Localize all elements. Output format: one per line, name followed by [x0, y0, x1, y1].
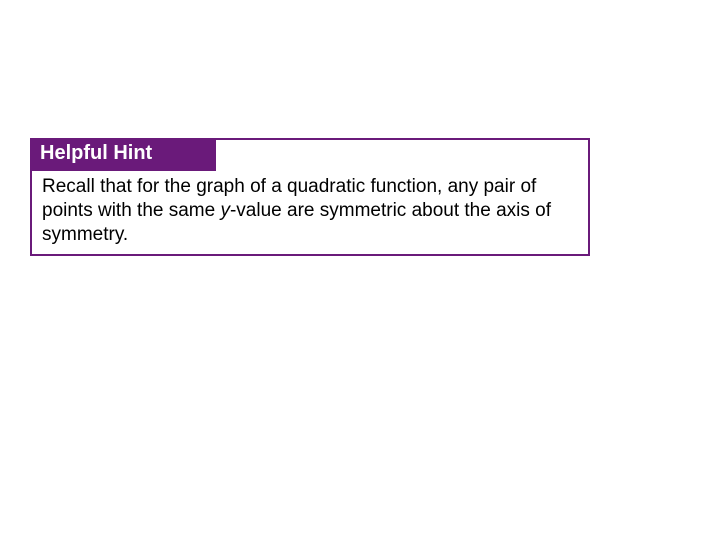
hint-body: Recall that for the graph of a quadratic… — [32, 171, 588, 254]
helpful-hint-box: Helpful Hint Recall that for the graph o… — [30, 138, 590, 256]
hint-title: Helpful Hint — [30, 138, 216, 171]
hint-body-italic-y: y — [220, 200, 230, 221]
